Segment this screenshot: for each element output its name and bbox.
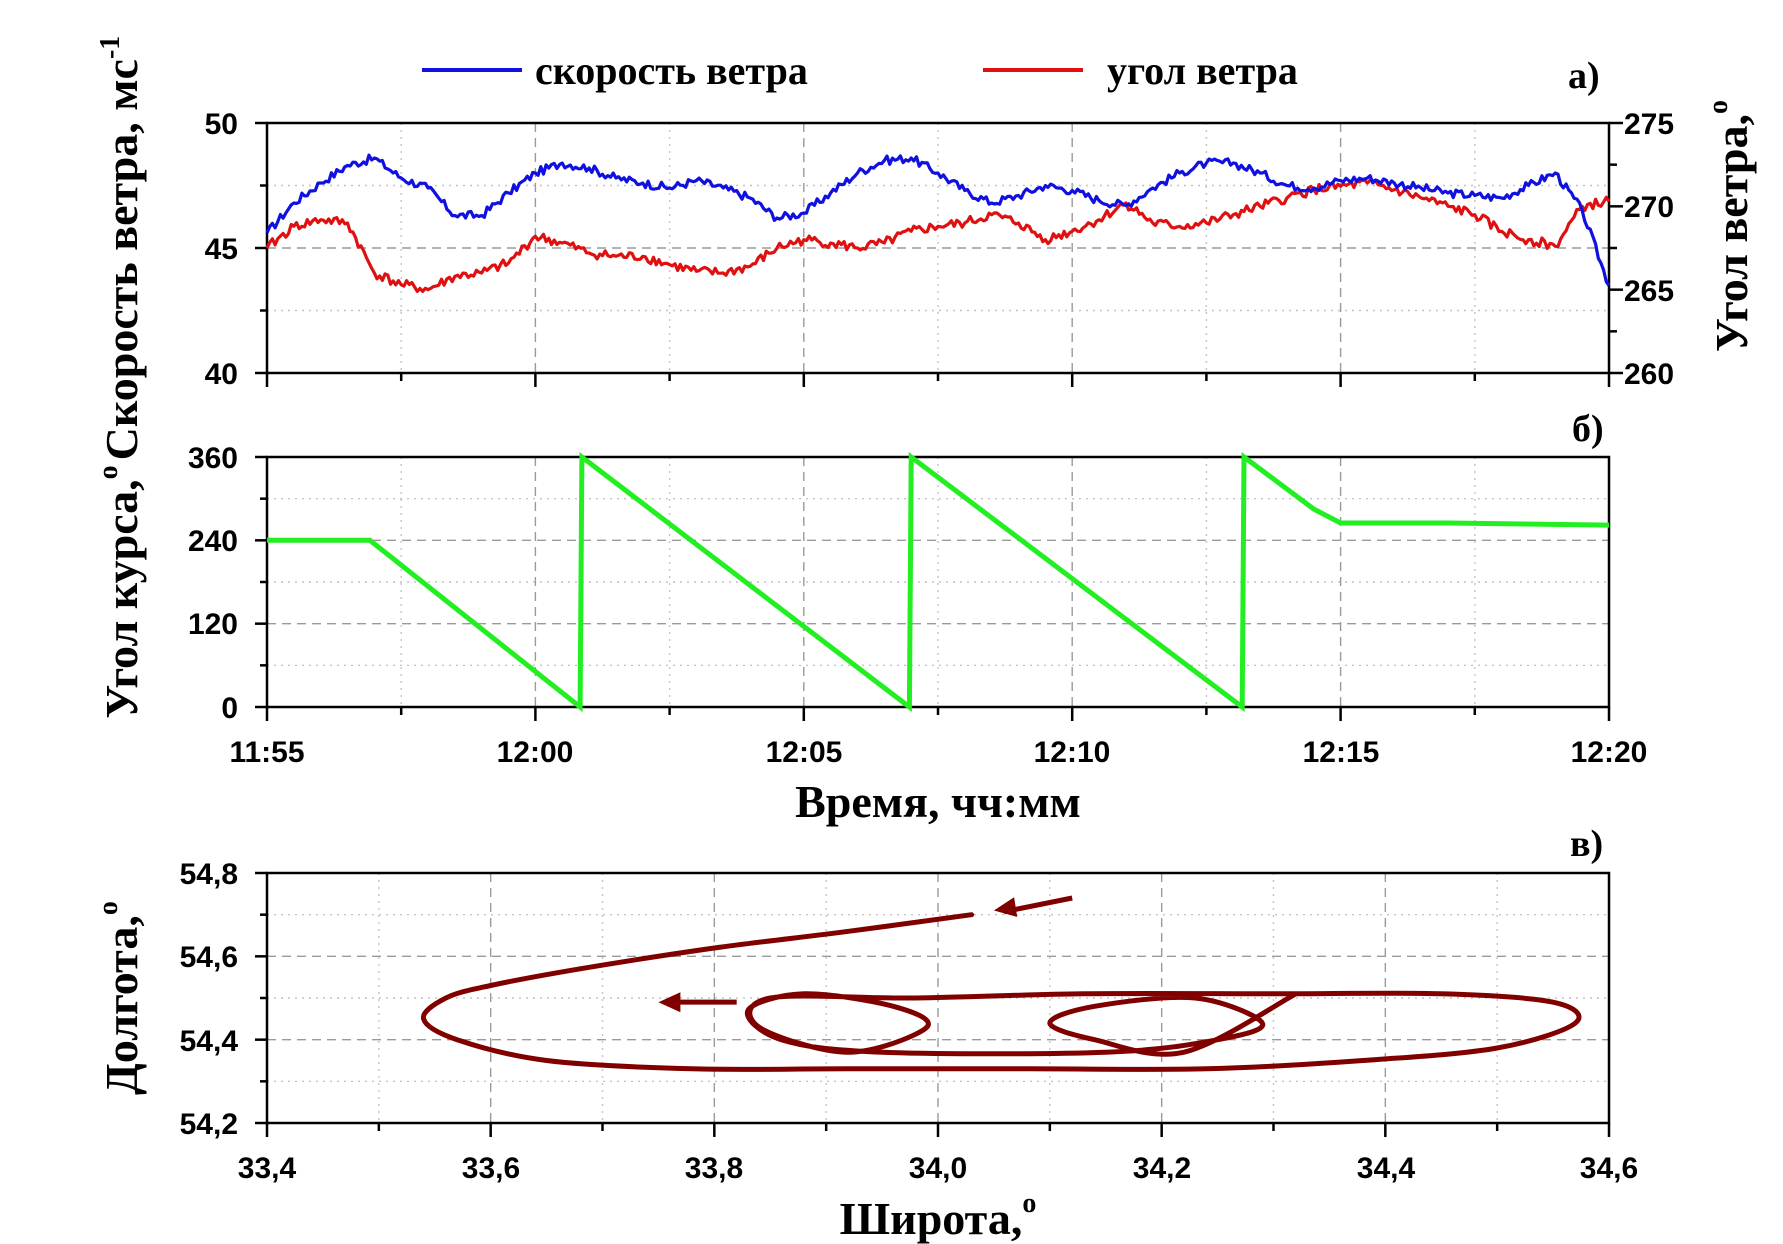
series-line-wind-speed (265, 153, 1611, 287)
panel-b-x-tick-1220: 12:20 (1571, 736, 1648, 769)
panel-c-y-tick-542: 54,2 (180, 1108, 238, 1141)
panel-b-y-axis-title: Угол курса,o (93, 465, 147, 718)
panel-b-x-tick-1205: 12:05 (766, 736, 843, 769)
panel-b-x-tick-1210: 12:10 (1034, 736, 1111, 769)
panel-c-y-tick-548: 54,8 (180, 858, 238, 891)
panel-a-ticks (255, 121, 1623, 387)
panel-a-y-axis-title-text: Скорость ветра, мс (96, 59, 147, 460)
panel-b-label: б) (1572, 408, 1604, 450)
panel-a-label: а) (1568, 55, 1600, 97)
panel-b-y-tick-360: 360 (188, 442, 238, 475)
panel-a-y2-tick-275: 275 (1624, 108, 1674, 141)
panel-c-label: в) (1570, 823, 1603, 865)
panel-a-y-axis-title-sup: -1 (95, 36, 126, 59)
panel-c-x-tick-344: 34,4 (1357, 1152, 1416, 1185)
panel-c-x-tick-346: 34,6 (1580, 1152, 1638, 1185)
panel-c-x-tick-334: 33,4 (238, 1152, 297, 1185)
panel-a-series (265, 153, 1611, 293)
panel-c-y-tick-546: 54,6 (180, 941, 238, 974)
panel-c-ticks (255, 871, 1611, 1137)
panel-c-x-axis-title: Широта,o (840, 1188, 1037, 1244)
series-line-ship-track (421, 912, 1582, 1072)
panel-c-x-tick-336: 33,6 (462, 1152, 520, 1185)
series-line-wind-angle (265, 178, 1611, 293)
series-line-course (267, 451, 1610, 713)
panel-b-x-tick-1155: 11:55 (229, 736, 304, 769)
legend-label-wind-angle: угол ветра (1107, 48, 1298, 93)
direction-arrows (658, 895, 1073, 1013)
panel-a-y2-axis-title: Угол ветра,o (1703, 100, 1757, 352)
panel-b-ticks (255, 455, 1611, 721)
panel-a-y-axis-title: Скорость ветра, мс-1 (95, 36, 147, 461)
panel-b-x-tick-1215: 12:15 (1303, 736, 1380, 769)
panel-a-y2-tick-265: 265 (1624, 275, 1674, 308)
panel-c-y-axis-title-text: Долгота, (96, 915, 147, 1095)
panel-c-x-tick-338: 33,8 (685, 1152, 743, 1185)
panel-a: скорость ветра угол ветра а) 50 45 40 27… (95, 36, 1757, 461)
panel-a-y-tick-50: 50 (205, 108, 238, 141)
panel-b-y-axis-title-sup: o (93, 465, 124, 479)
panel-a-y-tick-40: 40 (205, 358, 238, 391)
panel-c: в) 54,8 54,6 54,4 54,2 33,4 33,6 33,8 34… (93, 823, 1638, 1244)
panel-b-x-tick-1200: 12:00 (497, 736, 574, 769)
panel-b-grid (267, 457, 1609, 707)
panel-c-y-axis-title: Долгота,o (93, 901, 147, 1095)
panel-b-frame (265, 455, 1611, 709)
arrow-head-1 (658, 992, 681, 1013)
panel-a-y2-axis-title-sup: o (1703, 100, 1734, 114)
panel-c-x-tick-342: 34,2 (1133, 1152, 1191, 1185)
panel-b-y-tick-240: 240 (188, 525, 238, 558)
panel-a-grid (267, 123, 1609, 373)
arrow-head-0 (993, 897, 1018, 917)
panel-a-y2-tick-260: 260 (1624, 358, 1674, 391)
panel-a-y-tick-45: 45 (205, 233, 238, 266)
panel-c-y-axis-title-sup: o (93, 901, 124, 915)
panel-b-y-axis-title-text: Угол курса, (96, 479, 147, 718)
panel-c-x-axis-title-sup: o (1022, 1188, 1036, 1219)
panel-b-x-axis-title: Время, чч:мм (795, 776, 1081, 827)
legend: скорость ветра угол ветра (422, 48, 1298, 93)
panel-a-y2-axis-title-text: Угол ветра, (1706, 114, 1757, 352)
panel-c-x-tick-340: 34,0 (909, 1152, 967, 1185)
panel-b-y-tick-0: 0 (221, 692, 238, 725)
panel-c-y-tick-544: 54,4 (180, 1025, 239, 1058)
panel-a-y2-tick-270: 270 (1624, 191, 1674, 224)
panel-b: б) 360 240 120 0 11:55 12:00 12:05 12:10… (93, 408, 1647, 827)
legend-label-wind-speed: скорость ветра (535, 48, 808, 93)
panel-c-x-axis-title-text: Широта, (840, 1193, 1023, 1244)
panel-b-y-tick-120: 120 (188, 608, 238, 641)
